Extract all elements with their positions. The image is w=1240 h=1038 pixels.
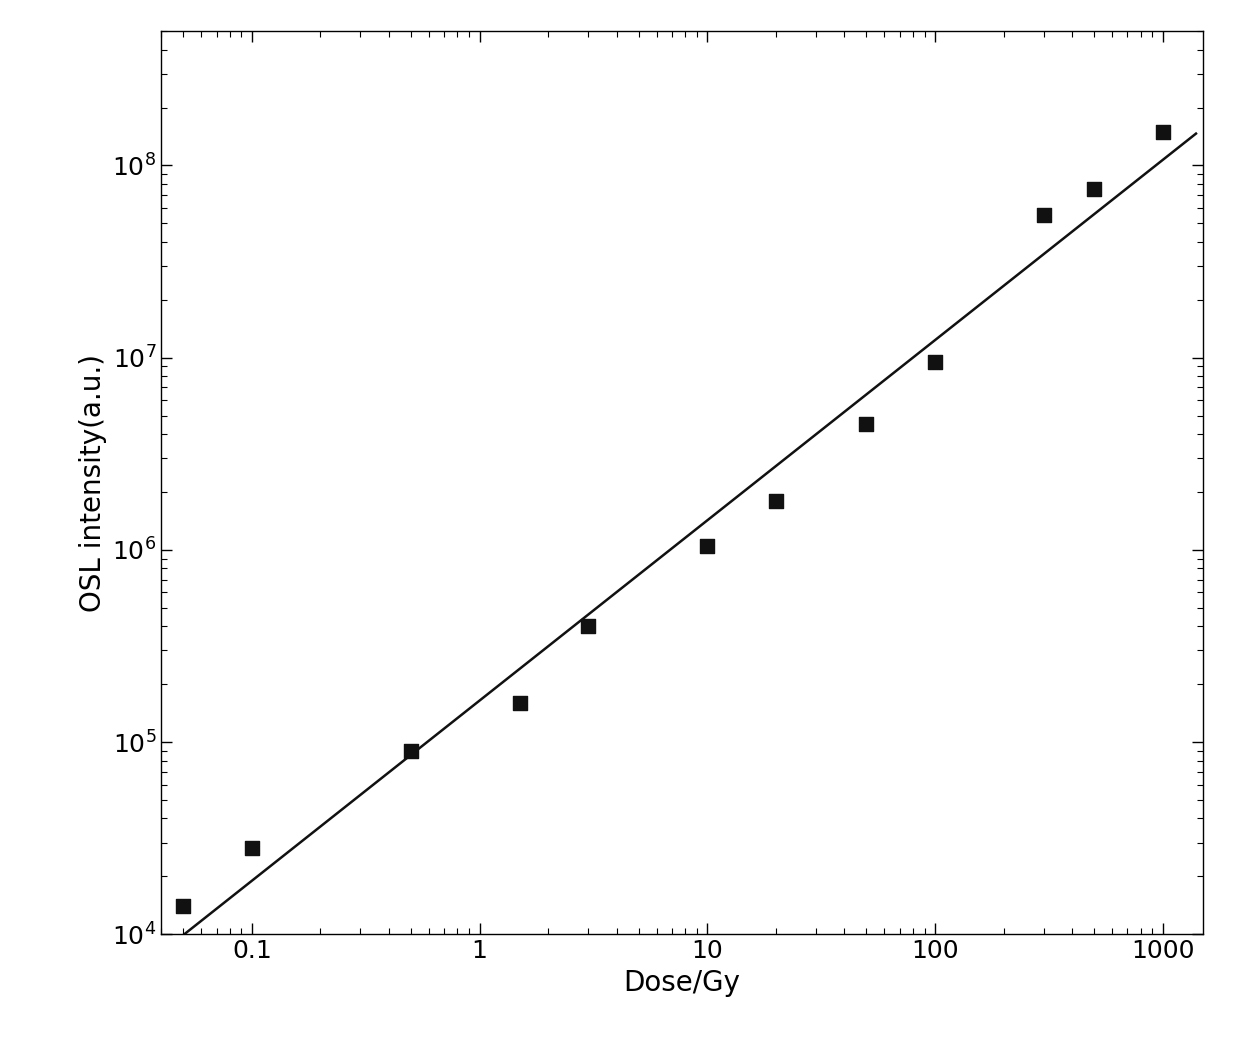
Point <box>1034 207 1054 223</box>
Point <box>174 898 193 914</box>
Point <box>510 694 529 711</box>
Point <box>578 618 598 634</box>
Y-axis label: OSL intensity(a.u.): OSL intensity(a.u.) <box>78 354 107 611</box>
Point <box>925 354 945 371</box>
Point <box>401 742 420 759</box>
Point <box>697 538 717 554</box>
Point <box>1153 124 1173 140</box>
Point <box>857 416 877 433</box>
Point <box>1084 182 1104 198</box>
Point <box>242 840 262 856</box>
Point <box>766 492 786 509</box>
X-axis label: Dose/Gy: Dose/Gy <box>624 968 740 996</box>
